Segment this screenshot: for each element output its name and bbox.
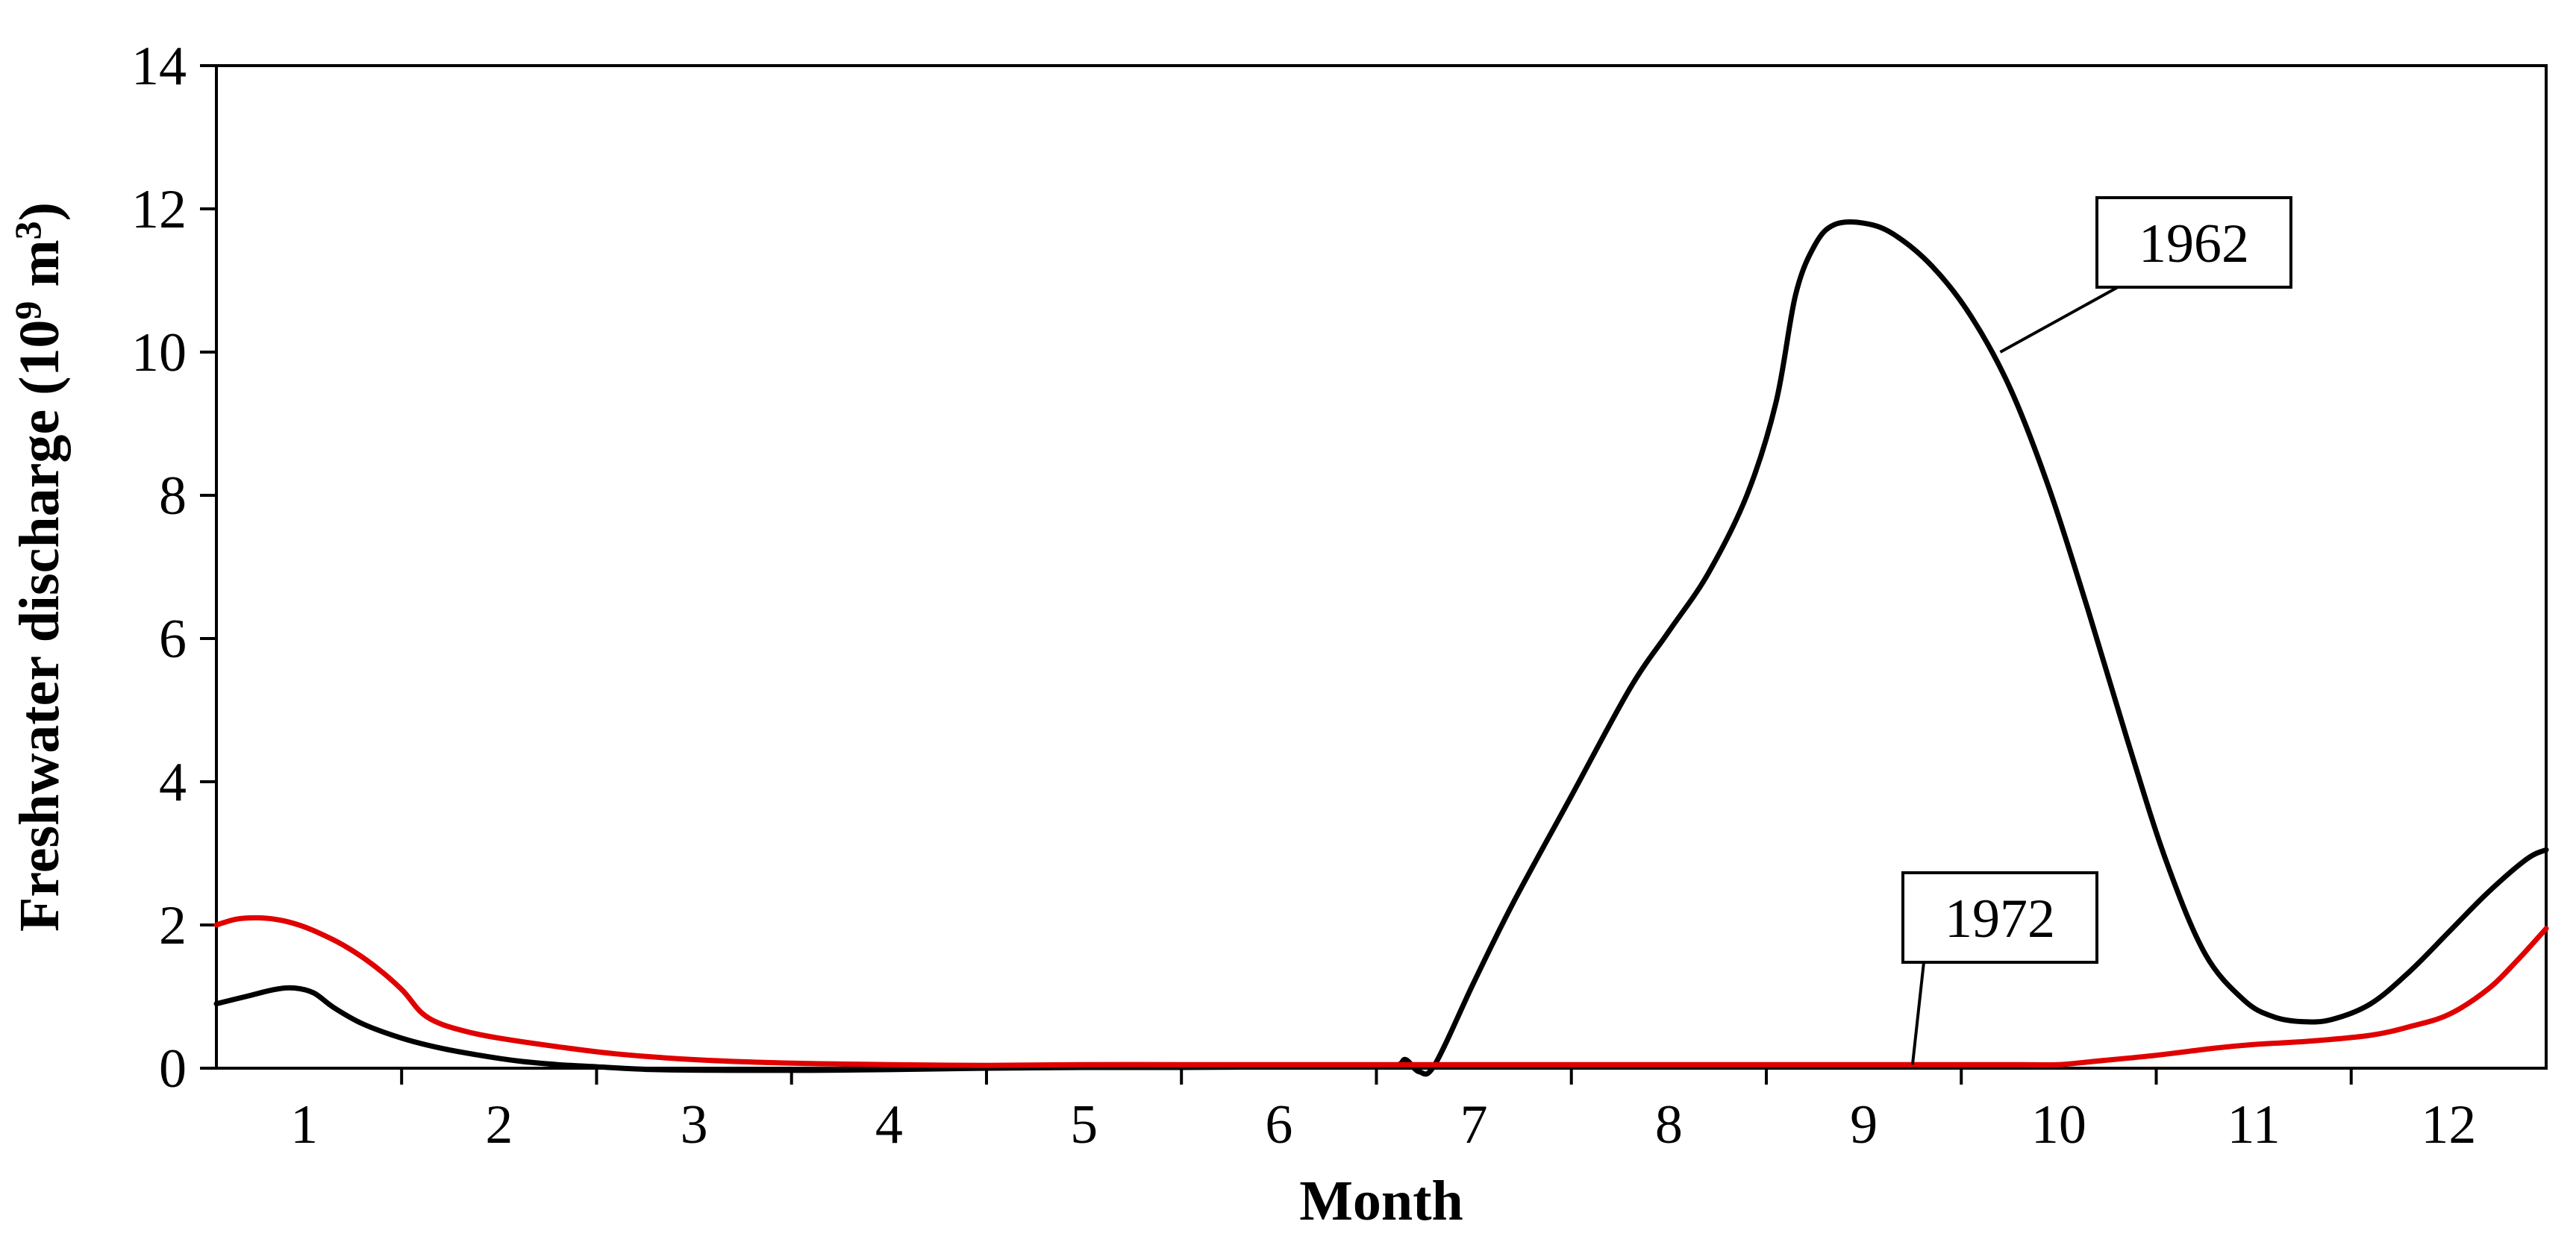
- tick-marks: [200, 64, 2353, 1085]
- callout-leader-1962: [1999, 286, 2119, 354]
- x-tick-label: 12: [2421, 1094, 2476, 1155]
- x-tick-label: 11: [2227, 1094, 2280, 1155]
- series-line-1962: [213, 219, 2549, 1077]
- x-tick-label: 10: [2031, 1094, 2086, 1155]
- callout-label-1962: 1962: [2139, 213, 2249, 275]
- callout-box-1972: [1901, 871, 2098, 964]
- y-tick-label: 2: [159, 895, 187, 956]
- x-axis-title: Month: [1299, 1170, 1463, 1232]
- callout-leader-1972: [1910, 962, 1925, 1065]
- y-tick-label: 10: [131, 322, 187, 383]
- x-tick-label: 4: [875, 1094, 903, 1155]
- series-lines: [213, 219, 2549, 1077]
- y-tick-label: 6: [159, 609, 187, 670]
- series-line-1972: [213, 915, 2549, 1068]
- x-tick-label: 7: [1460, 1094, 1488, 1155]
- y-tick-label: 8: [159, 465, 187, 527]
- callout-box-1962: [2095, 196, 2292, 289]
- y-axis-title-exponent-9: 9: [7, 301, 49, 320]
- y-tick-label: 12: [131, 179, 187, 240]
- x-tick-label: 8: [1655, 1094, 1683, 1155]
- y-tick-label: 14: [131, 36, 187, 97]
- x-tick-label: 3: [681, 1094, 708, 1155]
- y-tick-label: 0: [159, 1038, 187, 1100]
- y-tick-label: 4: [159, 752, 187, 813]
- y-axis-title: Freshwater discharge (109 m3): [7, 202, 71, 932]
- y-axis-title-main: Freshwater discharge (10: [8, 320, 71, 932]
- x-tick-label: 1: [290, 1094, 318, 1155]
- callout-label-1972: 1972: [1945, 888, 2055, 950]
- x-tick-label: 6: [1265, 1094, 1292, 1155]
- x-tick-label: 2: [485, 1094, 513, 1155]
- y-axis-title-exponent-3: 3: [7, 221, 49, 239]
- x-tick-label: 5: [1070, 1094, 1098, 1155]
- y-axis-title-unit: m: [8, 239, 71, 301]
- y-axis-title-close: ): [8, 202, 71, 221]
- callouts: 1962 1972: [1901, 196, 2292, 1065]
- x-tick-label: 9: [1850, 1094, 1878, 1155]
